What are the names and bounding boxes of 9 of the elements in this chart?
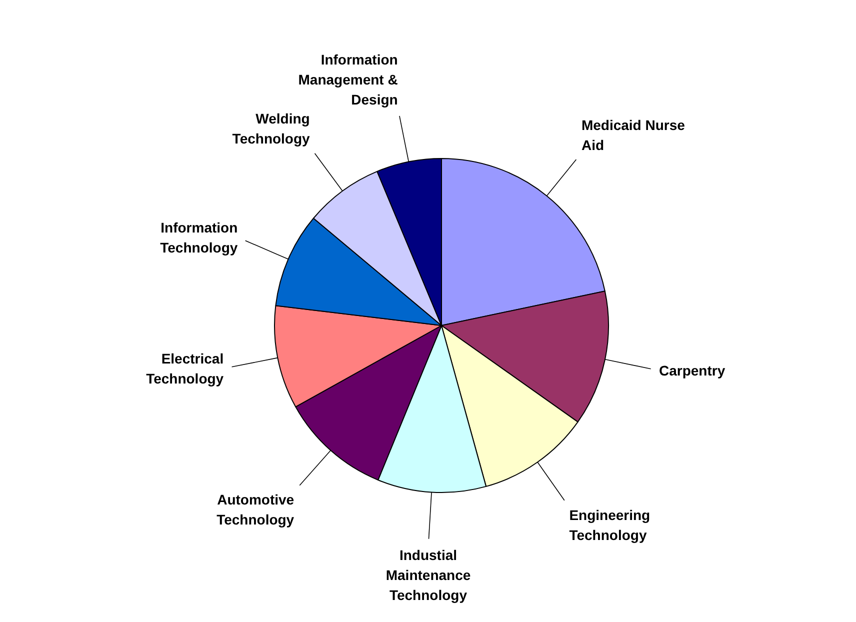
slice-label: Medicaid Nurse Aid [581, 117, 686, 154]
slice-label: Automotive Technology [216, 492, 294, 528]
slice-label: Information Technology [160, 219, 238, 256]
slice-label: Engineering Technology [569, 507, 650, 544]
slice-label: Information Management & Design [298, 52, 398, 108]
slice-label: Electrical Technology [146, 350, 224, 386]
slice-label: Welding Technology [232, 110, 310, 147]
slice-label: Carpentry [658, 362, 726, 379]
slice-label: Industial Maintenance Technology [386, 547, 471, 604]
